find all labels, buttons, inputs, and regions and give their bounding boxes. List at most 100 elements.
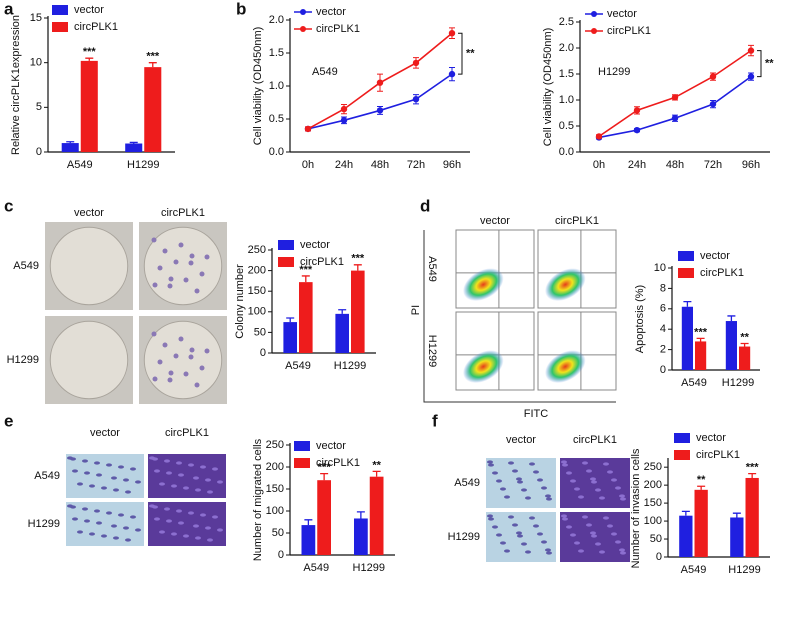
colony bbox=[199, 271, 205, 277]
cell bbox=[516, 477, 522, 481]
cell bbox=[619, 494, 625, 498]
cell bbox=[582, 461, 588, 465]
error-bar bbox=[301, 275, 310, 283]
colony bbox=[151, 331, 157, 337]
bar bbox=[695, 341, 707, 370]
cell bbox=[135, 480, 141, 484]
cell bbox=[118, 513, 124, 517]
x-tick-label: 24h bbox=[335, 159, 353, 171]
column-label: vector bbox=[74, 207, 104, 219]
legend-label: circPLK1 bbox=[696, 449, 740, 461]
column-label: circPLK1 bbox=[165, 427, 209, 439]
cell bbox=[207, 538, 213, 542]
error-bar bbox=[320, 472, 329, 481]
cell bbox=[82, 459, 88, 463]
panel-label: d bbox=[420, 196, 430, 215]
cell bbox=[101, 534, 107, 538]
error-bar bbox=[748, 473, 757, 478]
colony bbox=[204, 348, 210, 354]
cell bbox=[586, 523, 592, 527]
legend-swatch bbox=[674, 433, 690, 443]
y-tick-label: 5 bbox=[36, 101, 42, 113]
cell bbox=[94, 461, 100, 465]
cell bbox=[574, 541, 580, 545]
legend-label: circPLK1 bbox=[607, 25, 651, 37]
x-tick-label: 72h bbox=[407, 159, 425, 171]
cell bbox=[89, 484, 95, 488]
y-axis-label: Number of migrated cells bbox=[252, 438, 264, 561]
significance: *** bbox=[299, 264, 313, 276]
cell bbox=[130, 515, 136, 519]
cell bbox=[96, 521, 102, 525]
column-label: circPLK1 bbox=[573, 434, 617, 446]
colony bbox=[157, 359, 163, 365]
significance: ** bbox=[697, 474, 706, 486]
cell bbox=[578, 495, 584, 499]
y-tick-label: 250 bbox=[644, 461, 662, 473]
significance: *** bbox=[746, 462, 760, 474]
cell bbox=[217, 480, 223, 484]
cell bbox=[72, 469, 78, 473]
cell bbox=[566, 525, 572, 529]
y-tick-label: 1.0 bbox=[559, 94, 574, 106]
cell bbox=[566, 471, 572, 475]
cell bbox=[521, 542, 527, 546]
bar bbox=[301, 525, 316, 555]
y-tick-label: 0 bbox=[260, 347, 266, 359]
bar bbox=[61, 143, 79, 152]
cell bbox=[77, 482, 83, 486]
panel-label: b bbox=[236, 0, 246, 18]
cell bbox=[591, 480, 597, 484]
cell bbox=[590, 477, 596, 481]
y-axis-label: Colony number bbox=[234, 264, 246, 339]
cell bbox=[545, 548, 551, 552]
bar bbox=[679, 515, 693, 557]
y-tick-label: 100 bbox=[248, 306, 266, 318]
legend-label: circPLK1 bbox=[74, 21, 118, 33]
cell bbox=[570, 533, 576, 537]
x-tick-label: A549 bbox=[67, 159, 93, 171]
bar bbox=[351, 270, 365, 353]
error-bar bbox=[304, 519, 313, 526]
y-tick-label: 2 bbox=[660, 344, 666, 356]
legend-label: vector bbox=[607, 8, 637, 20]
colony bbox=[152, 282, 158, 288]
error-bar bbox=[732, 512, 741, 518]
cell bbox=[517, 534, 523, 538]
cell bbox=[578, 549, 584, 553]
legend-swatch bbox=[678, 251, 694, 261]
y-tick-label: 200 bbox=[644, 479, 662, 491]
cell bbox=[183, 486, 189, 490]
cell bbox=[562, 517, 568, 521]
cell bbox=[611, 532, 617, 536]
plate-dish bbox=[49, 320, 129, 400]
cell bbox=[123, 478, 129, 482]
legend-swatch bbox=[674, 450, 690, 460]
plate-dish bbox=[143, 320, 223, 400]
y-tick-label: 0 bbox=[656, 551, 662, 563]
error-bar bbox=[66, 141, 75, 144]
colony bbox=[151, 237, 157, 243]
cell bbox=[193, 524, 199, 528]
cell bbox=[135, 528, 141, 532]
cell bbox=[84, 471, 90, 475]
y-tick-label: 2.0 bbox=[559, 42, 574, 54]
cell bbox=[504, 549, 510, 553]
cell bbox=[176, 461, 182, 465]
y-tick-label: 1.5 bbox=[559, 68, 574, 80]
cell bbox=[166, 471, 172, 475]
bar bbox=[681, 306, 693, 370]
y-tick-label: 0.5 bbox=[269, 113, 284, 125]
colony bbox=[183, 371, 189, 377]
error-bar bbox=[697, 485, 706, 490]
cell bbox=[599, 550, 605, 554]
point bbox=[671, 115, 679, 122]
cell bbox=[77, 530, 83, 534]
cell bbox=[207, 490, 213, 494]
error-bar bbox=[129, 141, 138, 144]
point bbox=[448, 30, 456, 37]
cell bbox=[70, 457, 76, 461]
legend-label: circPLK1 bbox=[316, 23, 360, 35]
x-tick-label: A549 bbox=[285, 360, 311, 372]
x-tick-label: H1299 bbox=[334, 360, 366, 372]
